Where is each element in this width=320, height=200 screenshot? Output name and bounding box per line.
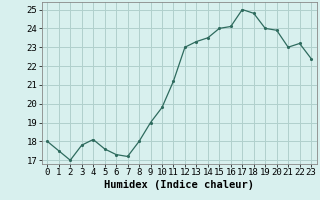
X-axis label: Humidex (Indice chaleur): Humidex (Indice chaleur) <box>104 180 254 190</box>
